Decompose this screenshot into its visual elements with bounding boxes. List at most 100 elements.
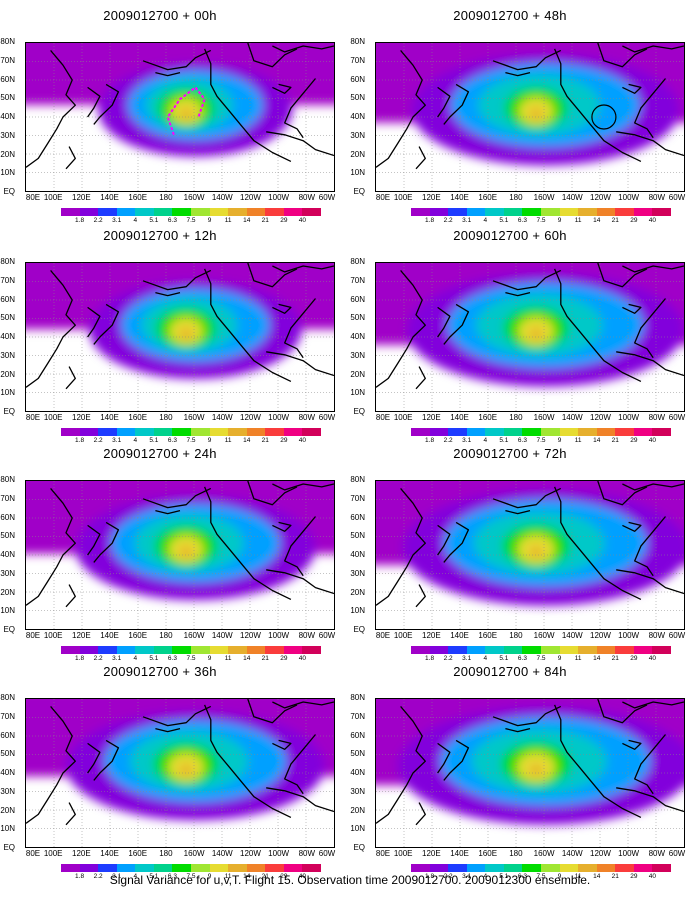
colorbar-label: 14 — [593, 873, 601, 880]
lon-tick: 80W — [648, 193, 666, 202]
colorbar: 1.8 2.2 3.1 4 5.1 6.3 7.5 9 11 14 21 29 40 — [61, 646, 322, 664]
lon-tick: 80E — [375, 193, 391, 202]
colorbar-swatch — [411, 864, 431, 872]
colorbar-swatch — [559, 428, 579, 436]
colorbar-swatch — [209, 646, 229, 654]
colorbar-label: 40 — [298, 437, 307, 444]
colorbar-label: 40 — [298, 655, 307, 662]
lon-tick: 160W — [183, 631, 205, 640]
colorbar-label: 7.5 — [536, 217, 546, 224]
graticule — [376, 481, 684, 629]
lon-tick: 140E — [100, 849, 119, 858]
lon-tick: 80W — [648, 631, 666, 640]
lon-tick: 80W — [298, 631, 316, 640]
lat-tick: 10N — [350, 168, 365, 178]
colorbar-label: 11 — [574, 655, 582, 662]
panel-48h: 2009012700 + 48h 80N 70N 60N 50N 40N 30N 20N 10N… — [350, 0, 695, 228]
colorbar-label: 14 — [593, 217, 601, 224]
colorbar-label: 21 — [261, 873, 269, 880]
colorbar-swatch — [283, 864, 303, 872]
colorbar-swatch — [633, 208, 653, 216]
colorbar-label: 11 — [574, 217, 582, 224]
lon-tick: 180 — [509, 413, 523, 422]
colorbar-swatch — [429, 646, 449, 654]
colorbar-swatch — [448, 208, 468, 216]
colorbar-label: 2.2 — [93, 437, 103, 444]
colorbar-swatch — [283, 646, 303, 654]
lat-tick: 40N — [350, 332, 365, 341]
colorbar-label: 9 — [207, 655, 212, 662]
colorbar-label: 2.2 — [443, 437, 453, 444]
colorbar-swatch — [633, 646, 653, 654]
colorbar-swatch — [485, 428, 505, 436]
colorbar-swatch — [79, 428, 99, 436]
colorbar-label: 5.1 — [499, 873, 509, 880]
lon-tick: 80W — [648, 849, 666, 858]
colorbar-label: 1.8 — [75, 437, 85, 444]
lat-tick: 20N — [0, 805, 15, 815]
lat-tick: 30N — [0, 130, 15, 140]
lon-tick: 80E — [375, 849, 391, 858]
lon-tick: 180 — [159, 631, 173, 640]
lon-tick: 100E — [43, 849, 63, 858]
colorbar-label: 2.2 — [93, 655, 103, 662]
coastline — [376, 263, 684, 390]
colorbar-label: 9 — [557, 655, 562, 662]
lat-tick: 80N — [0, 693, 15, 702]
lon-tick: 120W — [240, 413, 261, 422]
lon-tick: 60W — [318, 413, 336, 422]
colorbar-label: 40 — [298, 873, 307, 880]
lat-tick: 20N — [0, 369, 15, 379]
colorbar-label: 21 — [611, 437, 619, 444]
colorbar-swatch — [596, 208, 616, 216]
lon-tick: 80E — [25, 413, 41, 422]
lat-tick: EQ — [3, 625, 15, 634]
colorbar-swatch — [466, 864, 486, 872]
variance-map — [375, 480, 685, 630]
lon-tick: 100W — [618, 631, 640, 640]
lat-tick: 70N — [350, 275, 365, 285]
lon-tick: 140W — [561, 413, 583, 422]
colorbar-label: 29 — [280, 437, 288, 444]
colorbar: 1.8 2.2 3.1 4 5.1 6.3 7.5 9 11 14 21 29 40 — [61, 208, 322, 226]
colorbar-swatch — [98, 428, 118, 436]
colorbar-label: 6.3 — [517, 655, 527, 662]
lat-tick: EQ — [3, 187, 15, 196]
lat-tick: 10N — [0, 168, 15, 178]
colorbar: 1.8 2.2 3.1 4 5.1 6.3 7.5 9 11 14 21 29 40 — [411, 864, 672, 882]
lat-tick: 30N — [0, 350, 15, 360]
colorbar-label: 21 — [261, 217, 269, 224]
colorbar-swatch — [633, 864, 653, 872]
lon-tick: 100W — [268, 631, 290, 640]
lat-tick: 40N — [350, 550, 365, 559]
colorbar-label: 29 — [280, 217, 288, 224]
colorbar-swatch — [429, 208, 449, 216]
colorbar-label: 2.2 — [443, 217, 453, 224]
colorbar-swatch — [172, 208, 192, 216]
map-svg — [26, 263, 334, 411]
colorbar-swatch — [228, 646, 248, 654]
lon-tick: 60W — [318, 631, 336, 640]
colorbar-label: 5.1 — [149, 655, 159, 662]
colorbar-label: 2.2 — [93, 873, 103, 880]
colorbar-label: 7.5 — [536, 655, 546, 662]
flight-track — [166, 86, 206, 136]
coastline — [26, 263, 334, 390]
lon-tick: 120E — [422, 413, 441, 422]
colorbar-swatch — [302, 428, 322, 436]
lon-tick: 60W — [668, 193, 686, 202]
colorbar-swatch — [503, 646, 523, 654]
panel-title: 2009012700 + 48h — [453, 8, 567, 23]
lon-tick: 180 — [159, 193, 173, 202]
colorbar-swatch — [448, 646, 468, 654]
colorbar-label: 21 — [261, 437, 269, 444]
colorbar-swatch — [578, 208, 598, 216]
colorbar-swatch — [246, 428, 266, 436]
colorbar-label: 9 — [207, 437, 212, 444]
colorbar-swatch — [116, 428, 136, 436]
colorbar-label: 11 — [574, 437, 582, 444]
variance-map — [25, 42, 335, 192]
lat-tick: 60N — [350, 730, 365, 740]
colorbar: 1.8 2.2 3.1 4 5.1 6.3 7.5 9 11 14 21 29 40 — [61, 428, 322, 446]
colorbar-swatch — [246, 208, 266, 216]
